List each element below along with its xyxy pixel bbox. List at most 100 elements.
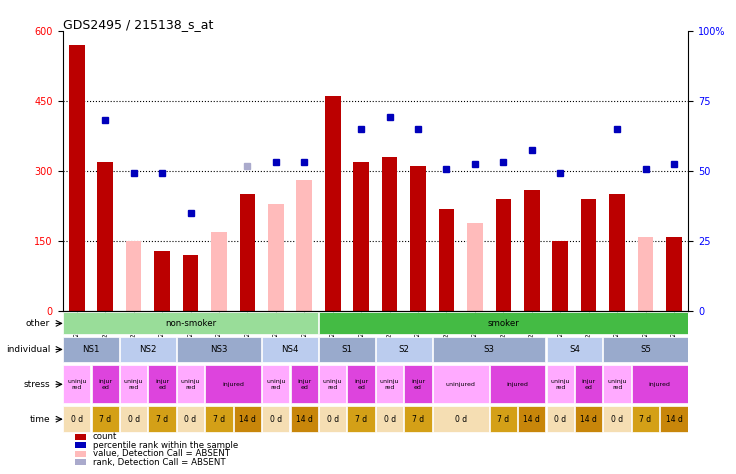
Bar bbox=[319, 312, 687, 335]
Bar bbox=[262, 406, 289, 432]
Bar bbox=[632, 365, 687, 403]
Text: injured: injured bbox=[649, 382, 670, 387]
Text: injur
ed: injur ed bbox=[98, 379, 113, 390]
Text: time: time bbox=[29, 415, 50, 424]
Bar bbox=[489, 406, 517, 432]
Text: 14 d: 14 d bbox=[296, 415, 313, 424]
Text: uninju
red: uninju red bbox=[266, 379, 286, 390]
Bar bbox=[433, 406, 489, 432]
Bar bbox=[518, 406, 545, 432]
Text: uninju
red: uninju red bbox=[181, 379, 200, 390]
Bar bbox=[547, 337, 602, 362]
Text: injur
ed: injur ed bbox=[155, 379, 169, 390]
Text: individual: individual bbox=[6, 345, 50, 354]
Text: S5: S5 bbox=[640, 345, 651, 354]
Bar bbox=[319, 406, 347, 432]
Text: injur
ed: injur ed bbox=[411, 379, 425, 390]
Bar bbox=[404, 406, 432, 432]
Bar bbox=[433, 365, 489, 403]
Bar bbox=[177, 365, 204, 403]
Bar bbox=[126, 241, 141, 311]
Bar bbox=[353, 162, 369, 311]
Bar bbox=[211, 264, 227, 311]
Bar bbox=[149, 406, 176, 432]
Bar bbox=[120, 365, 147, 403]
Bar bbox=[637, 237, 654, 311]
Text: value, Detection Call = ABSENT: value, Detection Call = ABSENT bbox=[93, 449, 230, 458]
Text: 0 d: 0 d bbox=[270, 415, 282, 424]
Bar bbox=[376, 406, 403, 432]
Bar bbox=[604, 365, 631, 403]
Bar bbox=[211, 232, 227, 311]
Bar bbox=[69, 45, 85, 311]
Text: 7 d: 7 d bbox=[640, 415, 651, 424]
Text: 7 d: 7 d bbox=[156, 415, 168, 424]
Bar bbox=[547, 365, 574, 403]
Text: S1: S1 bbox=[342, 345, 353, 354]
Text: S4: S4 bbox=[569, 345, 580, 354]
Text: 0 d: 0 d bbox=[127, 415, 140, 424]
Bar bbox=[234, 406, 261, 432]
Bar bbox=[205, 406, 233, 432]
Text: 0 d: 0 d bbox=[185, 415, 197, 424]
Bar bbox=[183, 255, 198, 311]
Text: uninjured: uninjured bbox=[446, 382, 475, 387]
Bar bbox=[467, 222, 483, 311]
Bar bbox=[347, 406, 375, 432]
Text: other: other bbox=[26, 319, 50, 328]
Text: uninju
red: uninju red bbox=[551, 379, 570, 390]
Text: S2: S2 bbox=[398, 345, 409, 354]
Bar bbox=[205, 365, 261, 403]
Text: 0 d: 0 d bbox=[455, 415, 467, 424]
Text: NS3: NS3 bbox=[210, 345, 227, 354]
Text: NS4: NS4 bbox=[281, 345, 299, 354]
Bar bbox=[632, 406, 659, 432]
Text: uninju
red: uninju red bbox=[607, 379, 627, 390]
Bar bbox=[581, 199, 596, 311]
Bar bbox=[575, 365, 602, 403]
Bar bbox=[63, 337, 119, 362]
Text: injur
ed: injur ed bbox=[297, 379, 311, 390]
Bar bbox=[291, 365, 318, 403]
Bar bbox=[91, 365, 119, 403]
Bar bbox=[75, 459, 86, 465]
Bar bbox=[63, 312, 318, 335]
Bar bbox=[347, 365, 375, 403]
Bar bbox=[63, 406, 91, 432]
Bar bbox=[604, 337, 687, 362]
Text: 14 d: 14 d bbox=[665, 415, 682, 424]
Bar bbox=[240, 194, 255, 311]
Bar bbox=[433, 337, 545, 362]
Bar bbox=[291, 406, 318, 432]
Bar bbox=[547, 406, 574, 432]
Text: injur
ed: injur ed bbox=[354, 379, 368, 390]
Text: 0 d: 0 d bbox=[554, 415, 566, 424]
Text: non-smoker: non-smoker bbox=[165, 319, 216, 328]
Bar bbox=[75, 451, 86, 457]
Text: S3: S3 bbox=[484, 345, 495, 354]
Bar bbox=[177, 337, 261, 362]
Text: 0 d: 0 d bbox=[327, 415, 339, 424]
Bar bbox=[382, 157, 397, 311]
Text: stress: stress bbox=[24, 380, 50, 389]
Bar bbox=[97, 162, 113, 311]
Bar bbox=[376, 337, 432, 362]
Text: 14 d: 14 d bbox=[580, 415, 597, 424]
Text: rank, Detection Call = ABSENT: rank, Detection Call = ABSENT bbox=[93, 458, 225, 467]
Bar bbox=[489, 365, 545, 403]
Text: uninju
red: uninju red bbox=[67, 379, 87, 390]
Bar bbox=[177, 406, 204, 432]
Bar bbox=[319, 337, 375, 362]
Text: 7 d: 7 d bbox=[498, 415, 509, 424]
Text: NS2: NS2 bbox=[139, 345, 157, 354]
Bar bbox=[376, 365, 403, 403]
Text: count: count bbox=[93, 432, 117, 441]
Bar bbox=[262, 365, 289, 403]
Text: 7 d: 7 d bbox=[412, 415, 424, 424]
Bar bbox=[268, 204, 283, 311]
Bar bbox=[495, 199, 511, 311]
Bar bbox=[524, 190, 539, 311]
Bar bbox=[91, 406, 119, 432]
Text: 14 d: 14 d bbox=[239, 415, 256, 424]
Text: NS1: NS1 bbox=[82, 345, 100, 354]
